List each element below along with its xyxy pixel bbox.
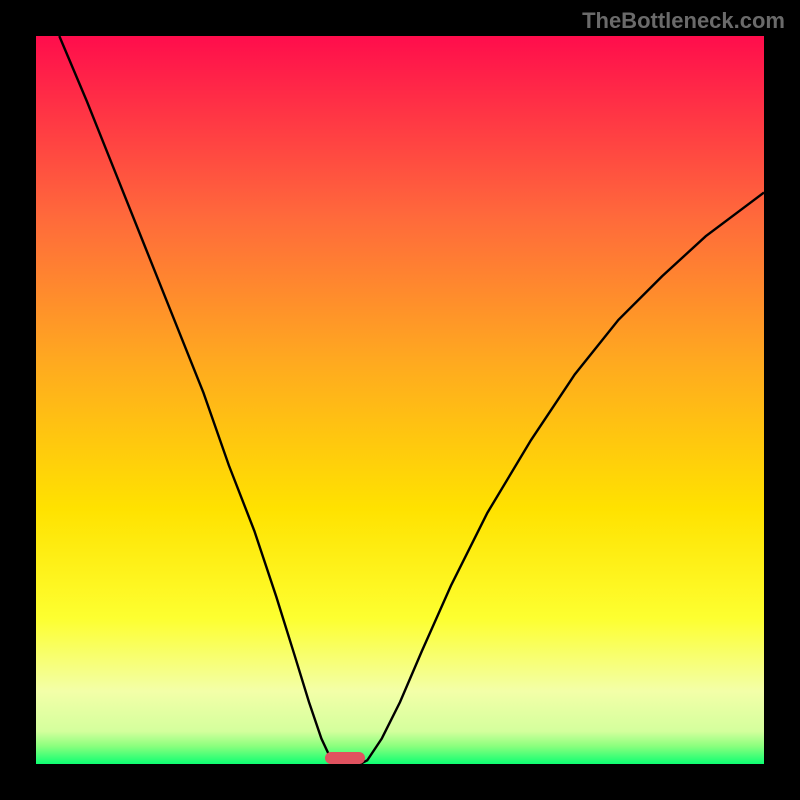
bottleneck-curve-left [59, 36, 338, 764]
bottleneck-curve-right [360, 193, 764, 764]
optimal-marker [325, 752, 365, 764]
curve-layer [36, 36, 764, 764]
plot-area [36, 36, 764, 764]
watermark-text: TheBottleneck.com [582, 8, 785, 34]
